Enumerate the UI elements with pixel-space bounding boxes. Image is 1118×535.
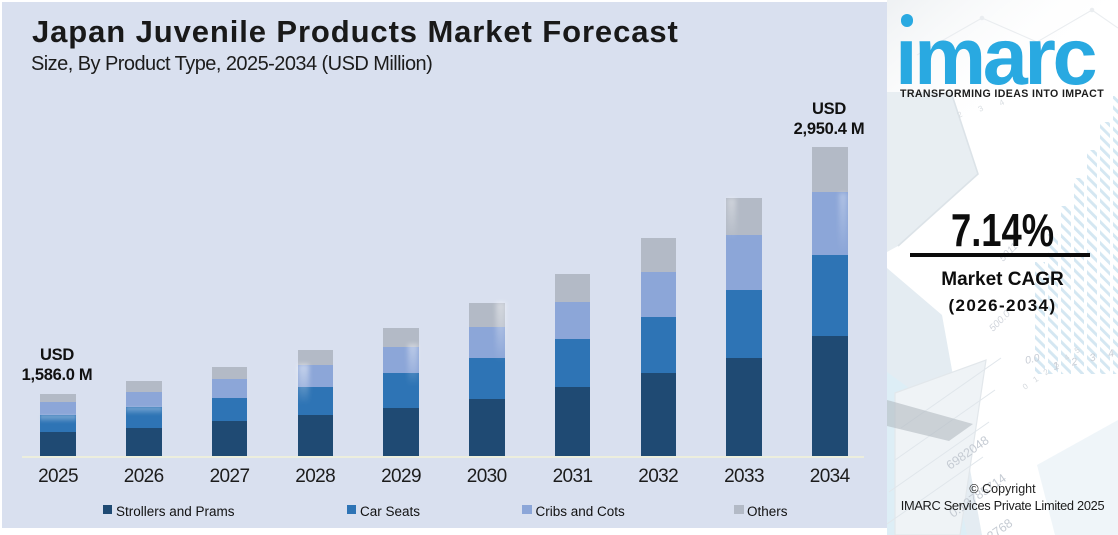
svg-text:3: 3 bbox=[977, 103, 986, 113]
svg-text:4: 4 bbox=[998, 97, 1007, 107]
svg-text:32768: 32768 bbox=[979, 516, 1016, 535]
svg-text:2: 2 bbox=[956, 109, 965, 119]
svg-text:0.0: 0.0 bbox=[1024, 352, 1041, 367]
